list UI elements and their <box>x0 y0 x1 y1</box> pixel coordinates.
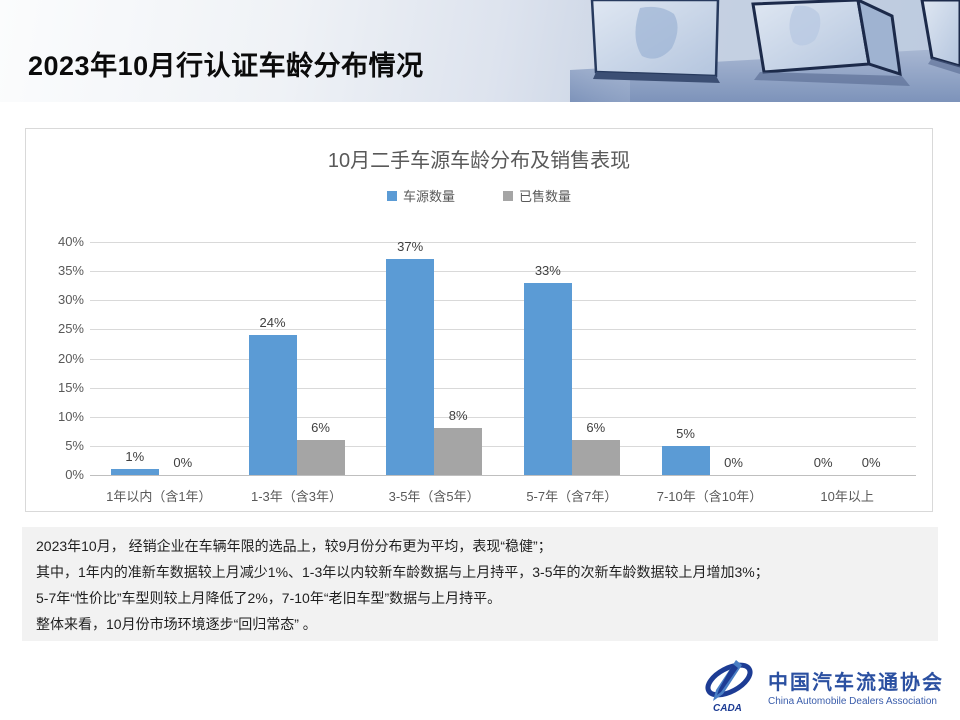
summary-line: 2023年10月， 经销企业在车辆年限的选品上，较9月份分布更为平均，表现“稳健… <box>36 538 552 554</box>
bar-series1-cat1 <box>296 440 345 475</box>
x-axis-label: 5-7年（含7年） <box>526 489 618 504</box>
gridline-15 <box>90 387 916 389</box>
gridline-5 <box>90 445 916 447</box>
gridline-20 <box>90 358 916 360</box>
bar-series0-cat2 <box>386 259 435 475</box>
x-axis-label: 1年以内（含1年） <box>106 489 212 504</box>
y-axis-tick: 0% <box>65 467 84 482</box>
bar-value-label: 0% <box>861 455 881 470</box>
y-axis-tick: 30% <box>57 292 84 308</box>
gridline-25 <box>90 329 916 331</box>
legend-label: 车源数量 <box>402 189 455 204</box>
x-axis-label: 10年以上 <box>820 489 874 504</box>
bar-value-label: 6% <box>311 420 330 436</box>
cubes-decoration-image <box>570 0 960 102</box>
bar-series0-cat0 <box>110 469 159 475</box>
bar-value-label: 1% <box>125 449 145 465</box>
bar-series1-cat2 <box>434 428 483 475</box>
organization-logo: CADA 中国汽车流通协会 China Automobile Dealers A… <box>703 658 944 714</box>
bar-series0-cat3 <box>523 282 572 475</box>
chart-legend: 车源数量 已售数量 <box>26 186 932 205</box>
bar-series0-cat4 <box>661 445 710 475</box>
legend-swatch-blue <box>386 190 397 201</box>
page-title: 2023年10月行认证车龄分布情况 <box>28 51 424 81</box>
x-axis-label: 3-5年（含5年） <box>388 489 480 504</box>
y-axis-tick: 20% <box>57 350 84 366</box>
logo-name-en: China Automobile Dealers Association <box>768 695 937 707</box>
chart-panel: 10月二手车源车龄分布及销售表现 车源数量 已售数量 0% 5% 10% 15% 20%… <box>25 128 933 512</box>
cada-logo-icon: CADA <box>705 660 753 714</box>
bar-value-label: 6% <box>586 420 606 436</box>
bar-value-label: 37% <box>397 239 424 255</box>
summary-panel: 2023年10月， 经销企业在车辆年限的选品上，较9月份分布更为平均，表现“稳健… <box>22 527 938 641</box>
cada-mark-text: CADA <box>713 703 742 714</box>
legend-item-sold: 已售数量 <box>503 186 571 205</box>
x-axis-label: 7-10年（含10年） <box>656 489 763 504</box>
bar-value-label: 0% <box>724 455 743 470</box>
gridline-0 <box>90 475 916 476</box>
gridline-35 <box>90 271 916 273</box>
gridline-40 <box>90 242 916 243</box>
y-axis-tick: 40% <box>57 234 84 249</box>
bar-series0-cat1 <box>248 335 297 475</box>
legend-label: 已售数量 <box>519 189 572 204</box>
bar-value-label: 5% <box>676 425 695 441</box>
y-axis-tick: 35% <box>57 263 84 279</box>
summary-line: 5-7年“性价比”车型则较上月降低了2%，7-10年“老旧车型”数据与上月持平。 <box>36 590 502 606</box>
legend-item-source: 车源数量 <box>386 186 455 205</box>
y-axis-tick: 25% <box>57 321 84 337</box>
gridline-10 <box>90 416 916 418</box>
chart-title: 10月二手车源车龄分布及销售表现 <box>327 150 631 172</box>
bar-value-label: 33% <box>534 262 561 278</box>
y-axis-tick: 15% <box>57 379 84 395</box>
gridline-30 <box>90 300 916 302</box>
y-axis-tick: 5% <box>65 437 84 453</box>
bar-series1-cat3 <box>571 440 620 475</box>
x-axis-label: 1-3年（含3年） <box>250 489 342 504</box>
bar-value-label: 0% <box>813 455 833 470</box>
logo-name-cn: 中国汽车流通协会 <box>768 671 944 694</box>
logo-names: 中国汽车流通协会 China Automobile Dealers Associ… <box>768 666 944 707</box>
bar-value-label: 8% <box>448 408 468 424</box>
summary-line: 整体来看，10月份市场环境逐步“回归常态” 。 <box>36 616 317 632</box>
slide-header: 2023年10月行认证车龄分布情况 <box>0 0 960 102</box>
summary-line: 其中，1年内的准新车数据较上月减少1%、1-3年以内较新车龄数据与上月持平，3-… <box>36 564 769 580</box>
bar-chart-plot-area: 0% 5% 10% 15% 20% 25% 30% 35% 40% 1% 0% 1年以内（含1年） 24… <box>58 234 916 504</box>
bar-value-label: 0% <box>173 455 193 470</box>
y-axis-tick: 10% <box>57 408 84 424</box>
bar-value-label: 24% <box>259 315 286 331</box>
legend-swatch-gray <box>503 190 513 201</box>
